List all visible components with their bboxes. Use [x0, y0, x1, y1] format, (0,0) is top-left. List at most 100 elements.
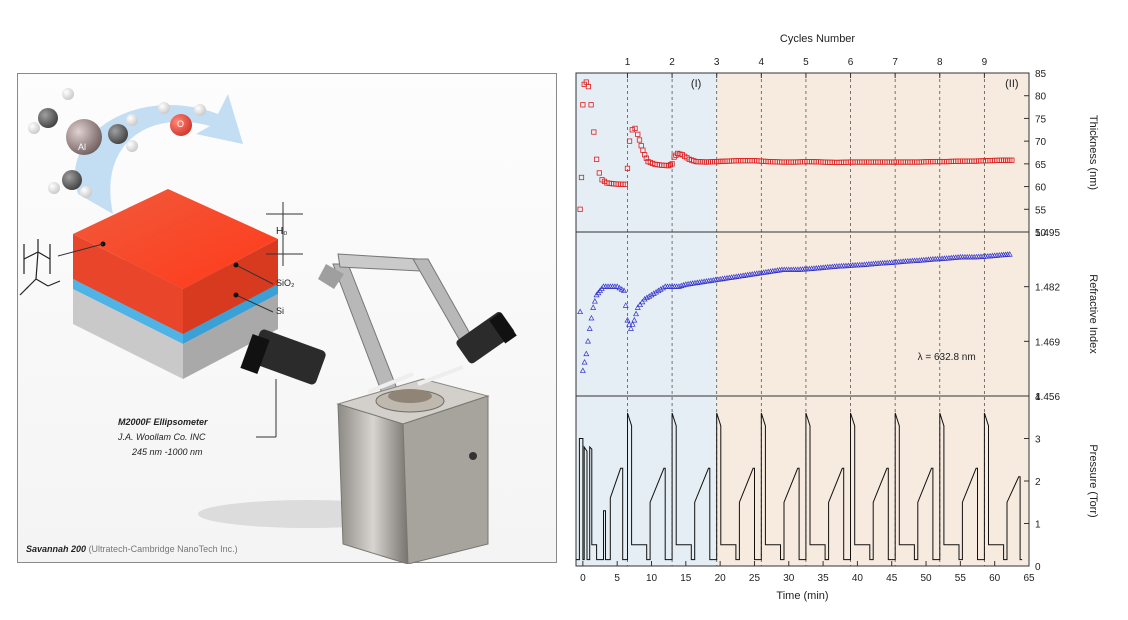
carbon-atom [38, 108, 58, 128]
cycle-tick-label: 8 [937, 57, 943, 68]
thickness-data-point [635, 131, 641, 137]
pressure-y-tick-label: 1 [1035, 520, 1041, 531]
refractive-index-data-point [591, 298, 598, 304]
refractive-index-data-point [581, 359, 588, 365]
al-atom-label: Al [78, 142, 87, 152]
oxygen-atom [170, 114, 192, 136]
cycle-tick-label: 9 [982, 57, 988, 68]
thickness-data-point [580, 102, 586, 108]
refractive-index-data-point [577, 308, 584, 315]
thickness-data-point [622, 181, 629, 187]
carbon-atom [108, 124, 128, 144]
instrument-maker: J.A. Woollam Co. INC [118, 432, 206, 442]
refractive-index-data-point [618, 286, 625, 292]
thickness-data-point [1009, 157, 1015, 163]
refractive-index-y-tick-label: 1.469 [1035, 337, 1060, 348]
thickness-data-point [593, 156, 600, 162]
refractive-index-data-point [621, 287, 628, 294]
thickness-y-tick-label: 80 [1035, 92, 1047, 103]
pressure-y-tick-label: 2 [1035, 477, 1041, 488]
thickness-data-point [632, 125, 638, 132]
refractive-index-data-point [585, 338, 592, 344]
ellipsometer-arm [318, 253, 474, 410]
thickness-y-tick-label: 65 [1035, 160, 1047, 171]
thickness-y-tick-label: 50 [1035, 228, 1047, 239]
reactor-caption: Savannah 200 (Ultratech-Cambridge NanoTe… [26, 544, 238, 554]
cycle-tick-label: 3 [714, 57, 720, 68]
refractive-index-y-tick-label: 1.482 [1035, 283, 1060, 294]
refractive-index-data-point [648, 291, 655, 298]
refractive-index-data-point [643, 294, 650, 301]
detector-camera [456, 312, 517, 364]
hydrogen-atom [48, 182, 60, 194]
hydrogen-atom [80, 186, 92, 198]
illustration-drawing [19, 94, 517, 564]
top-axis-label: Cycles Number [780, 33, 856, 45]
cycle-tick-label: 2 [669, 57, 675, 68]
pressure-y-tick-label: 0 [1035, 562, 1041, 573]
x-tick-label: 10 [646, 573, 658, 584]
refractive-index-data-point [1006, 251, 1013, 257]
pressure-series-line [576, 412, 1023, 561]
thickness-y-tick-label: 70 [1035, 137, 1047, 148]
thickness-y-tick-label: 85 [1035, 69, 1047, 80]
refractive-index-data-point [655, 287, 662, 294]
x-tick-label: 15 [680, 573, 692, 584]
refractive-index-data-point [629, 321, 636, 327]
reactor-name: Savannah 200 [26, 544, 87, 554]
thickness-y-tick-label: 60 [1035, 183, 1047, 194]
thickness-data-point [643, 155, 649, 161]
x-tick-label: 45 [886, 573, 898, 584]
sio2-leader [235, 264, 274, 285]
refractive-index-data-point [588, 314, 595, 321]
refractive-index-data-point [634, 304, 641, 310]
x-tick-label: 25 [749, 573, 761, 584]
refractive-index-data-point [616, 284, 623, 291]
refractive-index-data-point [639, 298, 646, 305]
refractive-index-data-point [675, 283, 682, 289]
refractive-index-data-point [590, 304, 597, 310]
cycle-tick-label: 7 [892, 57, 898, 68]
reactor-maker: (Ultratech-Cambridge NanoTech Inc.) [88, 544, 238, 554]
al-atom [66, 119, 102, 155]
refractive-index-data-point [678, 282, 685, 289]
cycle-tick-label: 1 [625, 57, 631, 68]
x-tick-label: 30 [783, 573, 795, 584]
film-thickness-label: H₀ [276, 226, 288, 237]
thickness-data-point [667, 162, 673, 168]
cycle-tick-label: 4 [759, 57, 765, 68]
thickness-data-point [629, 127, 635, 133]
refractive-index-data-point [624, 316, 631, 323]
thickness-data-point [585, 84, 591, 90]
x-tick-label: 50 [920, 573, 932, 584]
si-leader [235, 294, 274, 313]
source-camera [240, 329, 326, 385]
x-tick-label: 20 [715, 573, 727, 584]
illustration-panel: Al O H₀ SiO₂ Si M2000F Ellipsometer J.A.… [17, 73, 557, 564]
x-tick-label: 60 [989, 573, 1001, 584]
pressure-y-tick-label: 4 [1035, 392, 1041, 403]
thickness-y-axis-label: Thickness (nm) [1087, 115, 1099, 190]
refractive-index-data-point [631, 316, 638, 323]
thickness-data-point [588, 102, 594, 108]
cycle-tick-label: 5 [803, 57, 809, 68]
thickness-data-point [669, 161, 675, 167]
sio2-label: SiO₂ [276, 278, 295, 288]
region-2-label: (II) [1005, 78, 1018, 90]
pressure-y-tick-label: 3 [1035, 435, 1041, 446]
instrument-range: 245 nm -1000 nm [132, 447, 203, 457]
x-axis-label: Time (min) [776, 590, 828, 602]
thickness-data-point [591, 129, 597, 135]
refractive-index-data-point [579, 367, 586, 373]
pressure-y-axis-label: Pressure (Torr) [1087, 444, 1099, 517]
refractive-index-annotation: λ = 632.8 nm [918, 352, 976, 363]
refractive-index-data-point [614, 283, 621, 289]
refractive-index-data-point [637, 301, 644, 308]
x-tick-label: 55 [955, 573, 967, 584]
instrument-name: M2000F Ellipsometer [118, 417, 208, 427]
region-1-label: (I) [691, 78, 701, 90]
refractive-index-data-point [641, 295, 648, 302]
thickness-data-point [578, 174, 585, 181]
hydrogen-atom [126, 140, 138, 152]
